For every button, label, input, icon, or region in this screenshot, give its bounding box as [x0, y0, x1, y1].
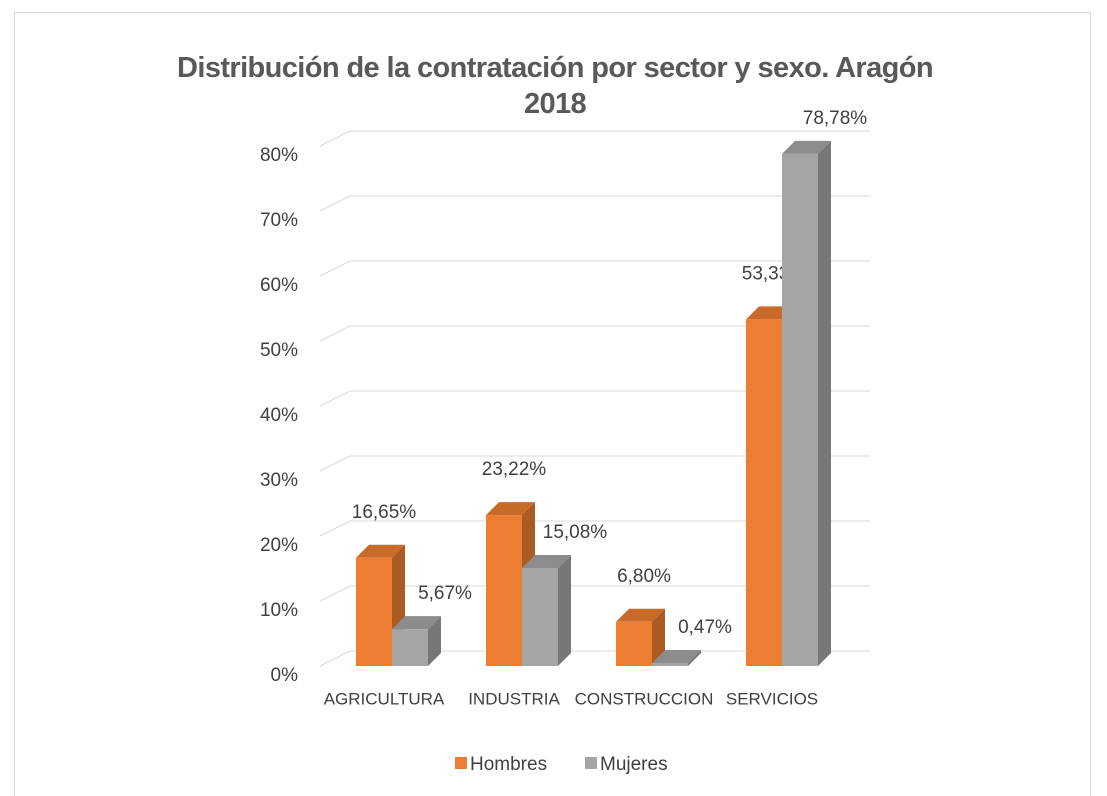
data-label: 5,67%	[418, 583, 472, 604]
grid-line	[319, 195, 870, 212]
x-tick-label: SERVICIOS	[726, 689, 818, 708]
y-tick-label: 30%	[260, 470, 298, 491]
grid-line	[319, 585, 870, 602]
bar-side	[428, 616, 441, 666]
y-tick-label: 0%	[271, 665, 299, 686]
data-label: 0,47%	[678, 617, 732, 638]
chart-title: Distribución de la contratación por sect…	[177, 52, 934, 120]
bar-side	[558, 554, 571, 666]
bar-side	[652, 608, 665, 666]
x-tick-label: INDUSTRIA	[468, 689, 560, 708]
legend-label: Hombres	[470, 754, 547, 775]
x-tick-label: CONSTRUCCION	[575, 689, 714, 708]
bar-top	[486, 502, 535, 516]
bar	[486, 515, 522, 666]
bar-top	[392, 616, 441, 630]
grid-line	[319, 455, 870, 472]
bar-top	[652, 649, 701, 663]
bar	[652, 662, 688, 666]
chart-border	[14, 12, 1091, 796]
data-label: 23,22%	[482, 459, 547, 480]
bar-side	[818, 140, 831, 666]
bar-side	[688, 649, 701, 666]
x-tick-label: AGRICULTURA	[324, 689, 445, 708]
grid-line	[319, 260, 870, 277]
grid-line	[319, 520, 870, 537]
bar	[356, 557, 392, 666]
bar	[782, 153, 818, 666]
bar	[522, 567, 558, 666]
data-label: 78,78%	[803, 108, 868, 129]
grid-line	[319, 390, 870, 407]
bar-top	[356, 544, 405, 558]
bar	[616, 621, 652, 666]
legend-label: Mujeres	[600, 754, 668, 775]
grid-line	[319, 325, 870, 342]
y-tick-label: 10%	[260, 600, 298, 621]
bar-top	[522, 554, 571, 568]
y-tick-label: 20%	[260, 535, 298, 556]
bar-top	[616, 608, 665, 622]
legend-swatch	[455, 757, 467, 769]
y-tick-label: 80%	[260, 145, 298, 166]
data-label: 16,65%	[352, 502, 417, 523]
y-tick-label: 50%	[260, 340, 298, 361]
data-label: 6,80%	[617, 566, 671, 587]
bar	[392, 629, 428, 666]
grid-line	[319, 130, 870, 147]
y-tick-label: 70%	[260, 210, 298, 231]
bar	[746, 319, 782, 666]
bar-top	[782, 140, 831, 154]
y-tick-label: 40%	[260, 405, 298, 426]
legend-swatch	[585, 757, 597, 769]
data-label: 15,08%	[543, 522, 608, 543]
y-tick-label: 60%	[260, 275, 298, 296]
